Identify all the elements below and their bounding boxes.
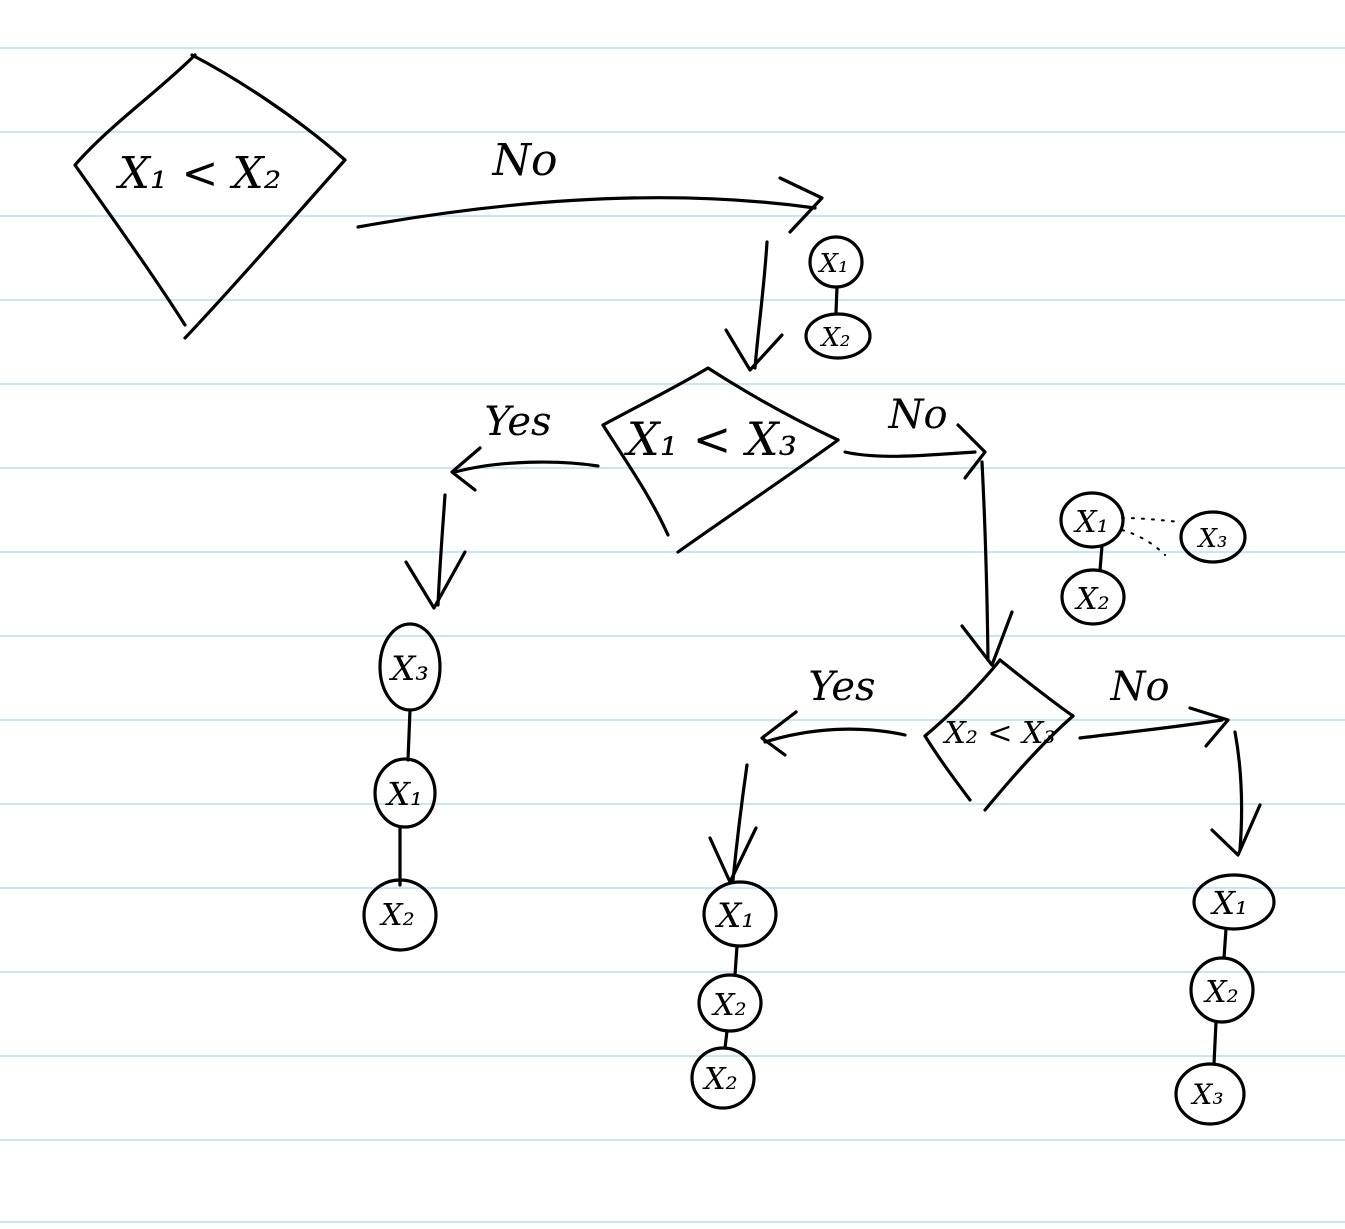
decision-x1-lt-x2: X₁ < X₂ — [73, 53, 347, 340]
edge-d3-no: No — [1078, 664, 1262, 857]
edge-d1-no: No — [356, 135, 824, 234]
d3-no-node-2: X₂ — [1203, 975, 1238, 1010]
decision-3-label: X₂ < X₃ — [943, 716, 1056, 751]
edge-d1-to-d2 — [724, 240, 784, 372]
decision-1-label: X₁ < X₂ — [116, 148, 282, 199]
d2-no-node-3: X₃ — [1197, 524, 1228, 554]
edge-d3-no-label: No — [1109, 664, 1169, 710]
d2-no-node-1: X₁ — [1073, 505, 1108, 540]
edge-d3-yes: Yes — [708, 664, 907, 884]
d3-no-node-3: X₃ — [1190, 1078, 1223, 1111]
ruled-lines — [0, 47, 1345, 1223]
decision-x2-lt-x3: X₂ < X₃ — [923, 658, 1075, 812]
edge-d1-no-label: No — [492, 135, 558, 186]
d2-yes-node-3: X₂ — [379, 898, 414, 933]
d3-yes-node-3: X₂ — [702, 1062, 737, 1097]
d2-yes-stack: X₃ X₁ X₂ — [362, 622, 442, 952]
d2-no-group: X₁ X₃ X₂ — [1059, 491, 1247, 626]
d2-yes-node-2: X₁ — [384, 775, 423, 813]
edge-d2-yes-label: Yes — [484, 399, 551, 445]
d3-yes-stack: X₁ X₂ X₂ — [690, 880, 778, 1110]
edge-d2-yes: Yes — [404, 399, 600, 610]
edge-d2-no: No — [843, 392, 1014, 667]
d3-yes-node-1: X₁ — [714, 896, 755, 936]
d2-no-node-2: X₂ — [1074, 582, 1109, 617]
d3-no-stack: X₁ X₂ X₃ — [1174, 873, 1276, 1126]
edge-d2-no-label: No — [887, 392, 947, 438]
decision-x1-lt-x3: X₁ < X₃ — [601, 366, 840, 554]
decision-2-label: X₁ < X₃ — [624, 412, 797, 466]
d2-yes-node-1: X₃ — [388, 649, 429, 689]
top-pair-node-2: X₂ — [820, 323, 851, 353]
edge-d3-yes-label: Yes — [808, 664, 875, 710]
top-pair-nodes: X₁ X₂ — [804, 235, 872, 360]
d3-no-node-1: X₁ — [1209, 884, 1248, 922]
d3-yes-node-2: X₂ — [711, 988, 746, 1023]
top-pair-node-1: X₁ — [818, 249, 849, 279]
